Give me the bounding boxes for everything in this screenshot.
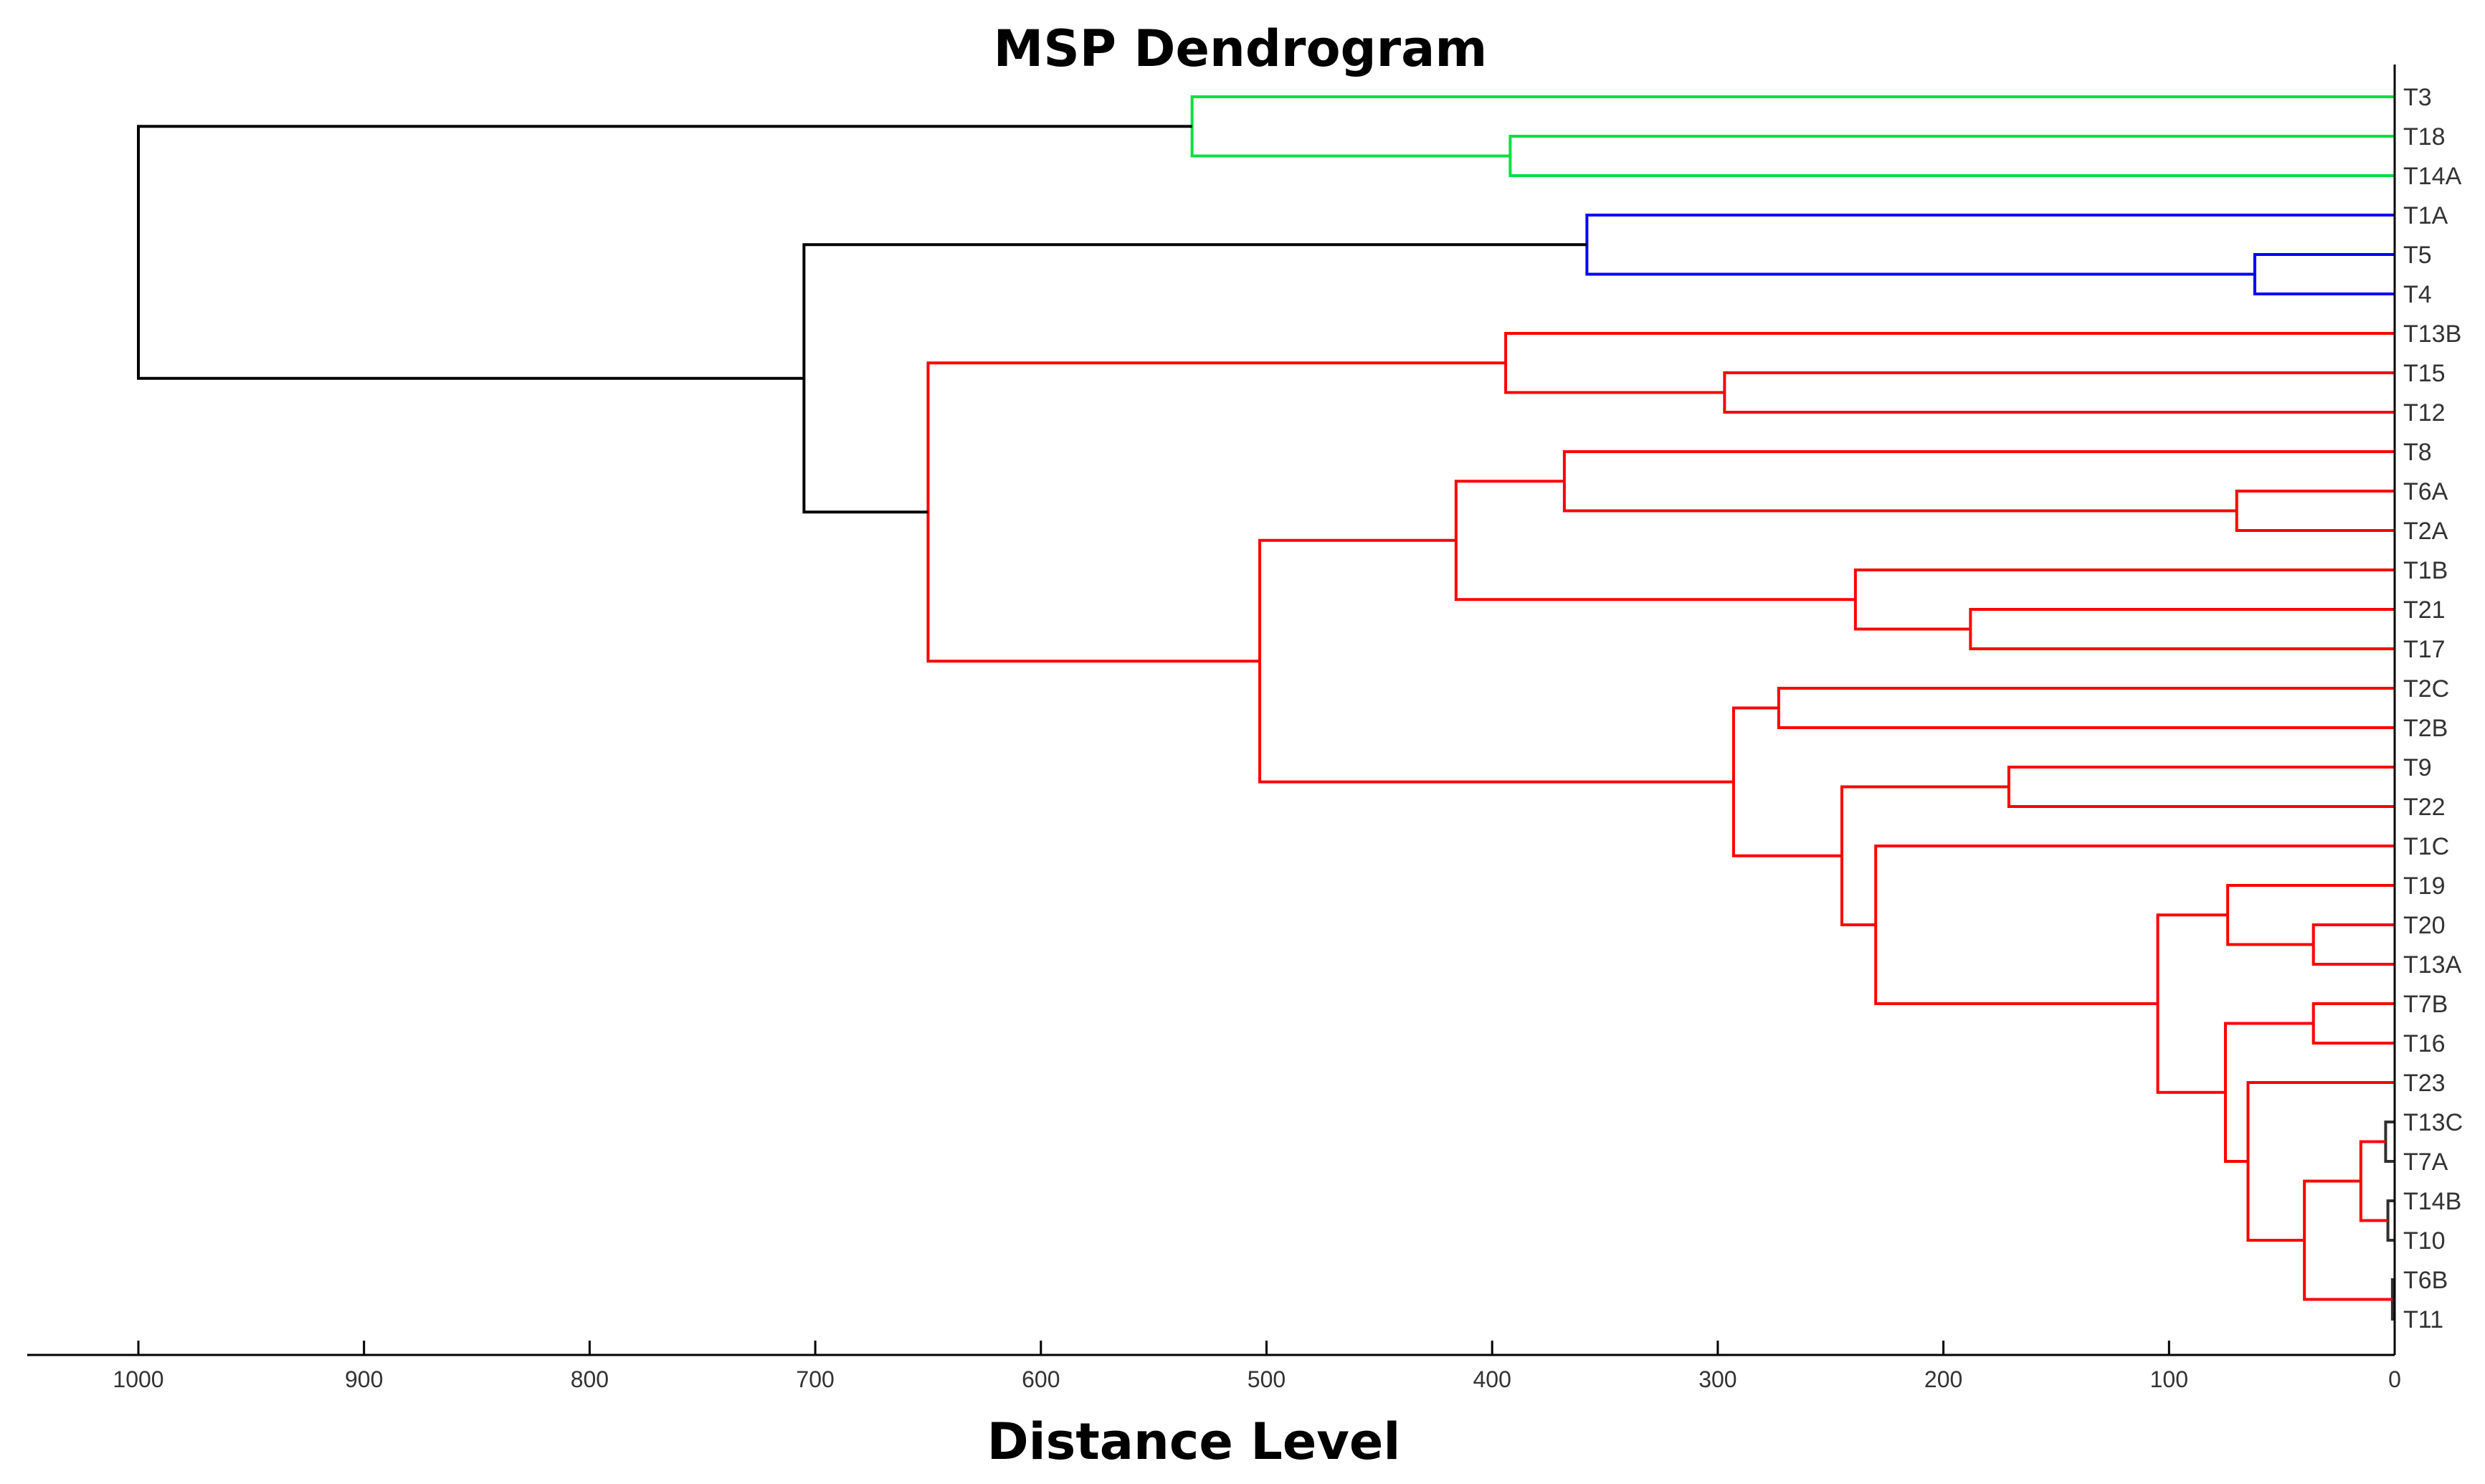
merge-link-n7	[2235, 490, 2395, 532]
leaf-label: T13C	[2403, 1109, 2463, 1136]
leaf-label: T9	[2403, 754, 2432, 781]
x-axis: 1000 900 800 700 600 500 400 300 200 100 0	[27, 65, 2401, 1392]
leaf-label: T6B	[2403, 1267, 2448, 1294]
merge-link-n1	[1508, 135, 2395, 177]
x-tick-label: 900	[345, 1366, 383, 1392]
leaf-label: T15	[2403, 360, 2446, 387]
leaf-label: T2C	[2403, 675, 2449, 703]
x-tick-label: 800	[571, 1366, 609, 1392]
leaf-label: T4	[2403, 281, 2432, 308]
x-tick-label: 0	[2388, 1366, 2401, 1392]
leaf-label: T11	[2403, 1306, 2443, 1333]
leaf-label: T10	[2403, 1227, 2446, 1255]
leaf-label: T23	[2403, 1070, 2446, 1097]
merge-link-n11	[1454, 480, 1856, 601]
merge-link-n29	[926, 361, 1506, 663]
merge-link-n30	[802, 243, 1587, 514]
leaf-label: T1C	[2403, 833, 2449, 860]
dendrogram-links	[137, 95, 2395, 1321]
leaf-label: T1B	[2403, 557, 2448, 584]
leaf-label: T19	[2403, 872, 2446, 900]
x-tick-label: 500	[1248, 1366, 1286, 1392]
merge-link-n14	[2311, 923, 2395, 966]
leaf-label: T20	[2403, 912, 2446, 939]
merge-link-n21	[2303, 1179, 2393, 1301]
leaf-label: T17	[2403, 636, 2446, 663]
x-tick-label: 700	[796, 1366, 834, 1392]
merge-link-n17	[2384, 1121, 2395, 1163]
leaf-label: T5	[2403, 242, 2432, 269]
merge-link-n18	[2386, 1199, 2395, 1242]
x-tick-label: 1000	[113, 1366, 163, 1392]
leaf-label: T3	[2403, 84, 2432, 111]
x-axis-label: Distance Level	[987, 1412, 1401, 1471]
merge-link-n28	[1258, 538, 1734, 784]
merge-link-n9	[1969, 608, 2395, 650]
merge-link-n22	[2246, 1081, 2395, 1242]
leaf-label: T2B	[2403, 715, 2448, 742]
merge-link-n24	[2156, 913, 2228, 1094]
merge-link-n27	[1731, 706, 1842, 857]
merge-link-n3	[2253, 253, 2395, 295]
x-tick-label: 200	[1924, 1366, 1962, 1392]
merge-link-n13	[2007, 766, 2395, 808]
merge-link-n31	[137, 125, 1192, 380]
leaf-label: T2A	[2403, 518, 2448, 545]
leaf-label: T7A	[2403, 1148, 2448, 1176]
x-tick-label: 400	[1473, 1366, 1511, 1392]
leaf-label: T12	[2403, 399, 2446, 427]
merge-link-n4	[1585, 214, 2395, 276]
x-tick-label: 100	[2150, 1366, 2188, 1392]
merge-link-n19	[2359, 1140, 2388, 1222]
x-tick-label: 600	[1022, 1366, 1060, 1392]
leaf-label: T7B	[2403, 991, 2448, 1018]
leaf-label: T18	[2403, 123, 2446, 151]
merge-link-n6	[1504, 332, 2395, 394]
merge-link-n23	[2223, 1022, 2314, 1163]
leaf-label: T14A	[2403, 163, 2462, 190]
merge-link-n2	[1190, 95, 2395, 158]
leaf-label: T14B	[2403, 1188, 2461, 1215]
chart-title: MSP Dendrogram	[994, 19, 1488, 78]
merge-link-n16	[2311, 1002, 2395, 1045]
leaf-label: T16	[2403, 1030, 2446, 1057]
merge-link-n26	[1840, 785, 2009, 926]
leaf-labels: T3 T18 T14A T1A T5 T4 T13B T15 T12 T8 T6A T2A T1B T21…	[2403, 84, 2463, 1333]
leaf-label: T6A	[2403, 478, 2448, 505]
merge-link-n15	[2226, 884, 2395, 946]
merge-link-n10	[1853, 569, 2395, 631]
leaf-label: T13B	[2403, 320, 2461, 348]
merge-link-n8	[1562, 450, 2395, 513]
x-tick-label: 300	[1698, 1366, 1736, 1392]
leaf-label: T22	[2403, 794, 2446, 821]
merge-link-n5	[1723, 371, 2395, 414]
leaf-label: T21	[2403, 596, 2446, 624]
leaf-label: T8	[2403, 439, 2432, 466]
merge-link-n12	[1777, 687, 2395, 729]
leaf-label: T13A	[2403, 951, 2462, 979]
leaf-label: T1A	[2403, 202, 2448, 229]
